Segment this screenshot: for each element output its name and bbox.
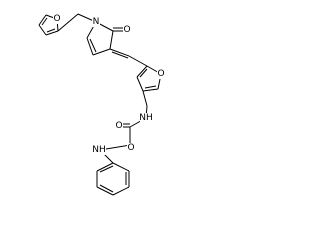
atom-label: O bbox=[127, 143, 134, 153]
structure-diagram: O N O O NH O O NH bbox=[38, 13, 165, 196]
bonds bbox=[38, 13, 162, 196]
page: {"atoms": [ {"label": "O"}, {"label": "N… bbox=[38, 13, 165, 196]
atom-label: N bbox=[93, 17, 100, 27]
atom-label: O bbox=[157, 69, 164, 79]
atom-label-backgrounds bbox=[53, 14, 165, 155]
atom-label: O bbox=[53, 14, 60, 24]
atom-label: NH bbox=[139, 113, 153, 123]
atom-label: O bbox=[115, 121, 122, 131]
atom-label: O bbox=[123, 25, 130, 35]
atom-label: NH bbox=[92, 145, 106, 155]
